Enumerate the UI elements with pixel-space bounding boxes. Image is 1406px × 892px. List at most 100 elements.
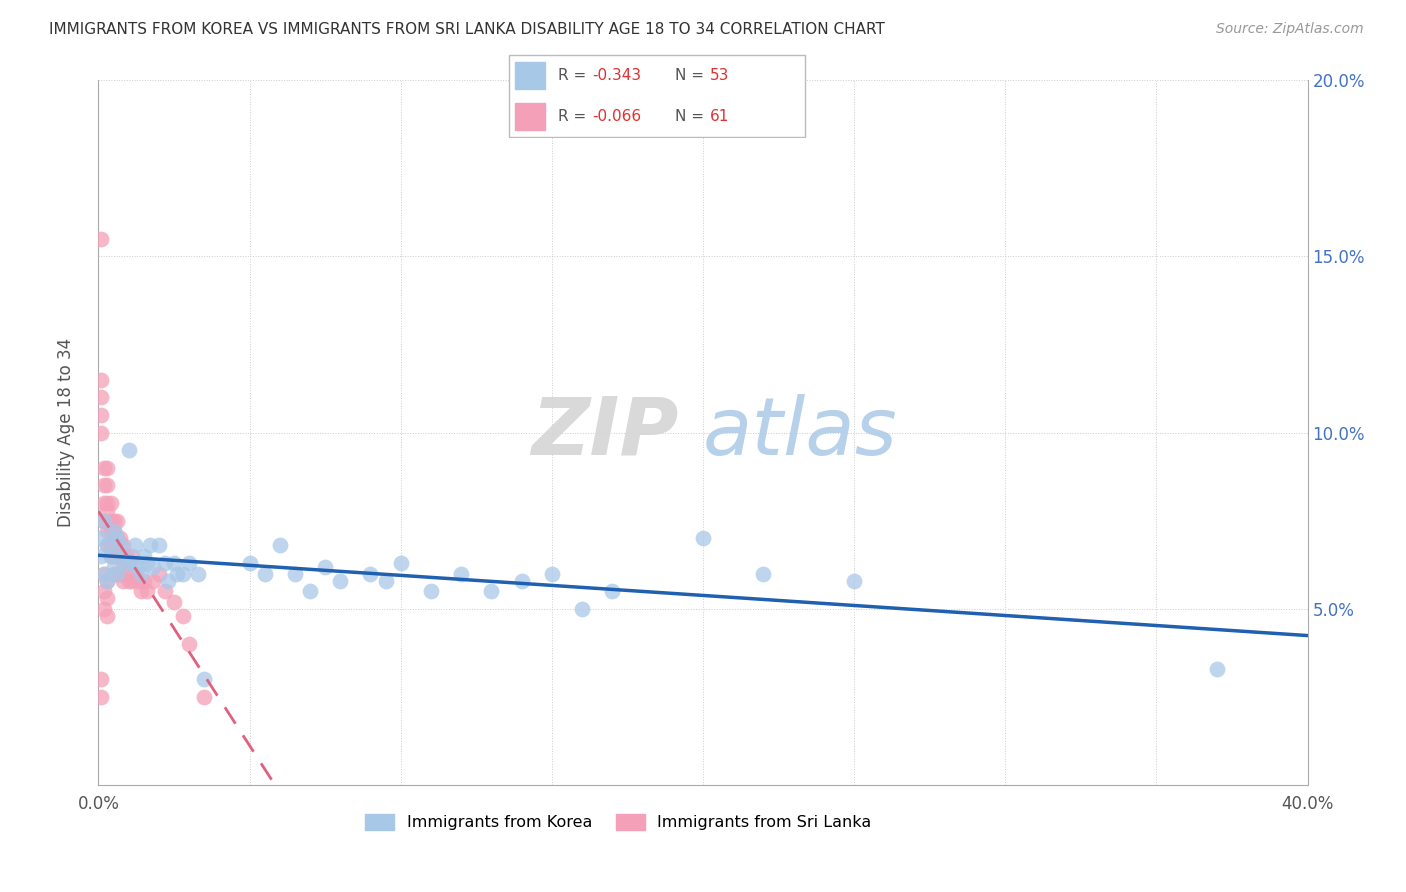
Point: [93, 514, 115, 528]
Point: [108, 549, 131, 563]
Point: [111, 538, 134, 552]
Text: -0.343: -0.343: [592, 68, 641, 83]
Point: [90, 373, 112, 387]
Point: [103, 559, 125, 574]
Point: [127, 574, 149, 588]
Point: [90, 673, 112, 687]
Point: [163, 556, 186, 570]
Point: [93, 566, 115, 581]
Point: [153, 556, 176, 570]
Text: N =: N =: [675, 68, 709, 83]
Point: [100, 538, 122, 552]
Text: R =: R =: [558, 68, 591, 83]
Point: [103, 514, 125, 528]
Point: [389, 556, 412, 570]
Point: [166, 566, 188, 581]
Point: [93, 460, 115, 475]
Point: [139, 538, 162, 552]
Point: [96, 538, 118, 552]
Point: [90, 232, 112, 246]
Point: [172, 566, 194, 581]
Text: ZIP: ZIP: [531, 393, 679, 472]
Point: [108, 566, 131, 581]
Point: [93, 514, 115, 528]
Point: [360, 566, 382, 581]
Point: [193, 673, 215, 687]
Point: [284, 566, 307, 581]
Point: [132, 574, 155, 588]
Point: [90, 425, 112, 440]
Text: N =: N =: [675, 109, 709, 124]
Point: [105, 566, 128, 581]
Point: [132, 549, 155, 563]
Point: [179, 637, 201, 651]
Text: R =: R =: [558, 109, 591, 124]
Text: 53: 53: [710, 68, 730, 83]
Point: [100, 549, 122, 563]
Point: [121, 574, 143, 588]
Point: [481, 584, 503, 599]
Point: [124, 566, 146, 581]
Point: [100, 514, 122, 528]
Point: [105, 531, 128, 545]
Point: [96, 496, 118, 510]
Point: [96, 460, 118, 475]
Point: [103, 566, 125, 581]
Point: [314, 559, 336, 574]
Point: [96, 503, 118, 517]
Point: [172, 608, 194, 623]
Point: [103, 549, 125, 563]
Point: [93, 601, 115, 615]
Text: Source: ZipAtlas.com: Source: ZipAtlas.com: [1216, 22, 1364, 37]
Point: [127, 559, 149, 574]
Point: [103, 538, 125, 552]
Point: [420, 584, 443, 599]
Point: [269, 538, 291, 552]
Point: [179, 556, 201, 570]
Point: [121, 549, 143, 563]
Point: [93, 496, 115, 510]
Point: [103, 524, 125, 539]
Point: [118, 443, 141, 458]
Point: [111, 556, 134, 570]
Point: [129, 584, 152, 599]
Point: [148, 566, 170, 581]
Point: [540, 566, 562, 581]
Point: [114, 566, 136, 581]
Point: [96, 538, 118, 552]
Point: [602, 584, 624, 599]
Point: [118, 574, 141, 588]
Point: [124, 538, 146, 552]
Point: [142, 574, 165, 588]
Point: [96, 608, 118, 623]
Point: [510, 574, 533, 588]
Point: [374, 574, 396, 588]
Point: [108, 538, 131, 552]
Point: [90, 391, 112, 405]
Point: [121, 556, 143, 570]
Point: [135, 556, 157, 570]
Point: [90, 549, 112, 563]
Point: [156, 574, 179, 588]
Point: [108, 531, 131, 545]
Point: [329, 574, 352, 588]
Point: [163, 595, 186, 609]
Point: [187, 566, 209, 581]
Point: [93, 566, 115, 581]
Point: [135, 584, 157, 599]
Point: [111, 574, 134, 588]
Point: [93, 478, 115, 492]
Point: [299, 584, 322, 599]
Point: [148, 538, 170, 552]
Point: [450, 566, 472, 581]
Point: [1206, 662, 1229, 676]
Point: [153, 584, 176, 599]
FancyBboxPatch shape: [509, 55, 806, 136]
Legend: Immigrants from Korea, Immigrants from Sri Lanka: Immigrants from Korea, Immigrants from S…: [359, 808, 879, 837]
Point: [239, 556, 262, 570]
Point: [129, 566, 152, 581]
Point: [93, 584, 115, 599]
FancyBboxPatch shape: [515, 62, 546, 89]
Point: [100, 524, 122, 539]
Point: [752, 566, 775, 581]
